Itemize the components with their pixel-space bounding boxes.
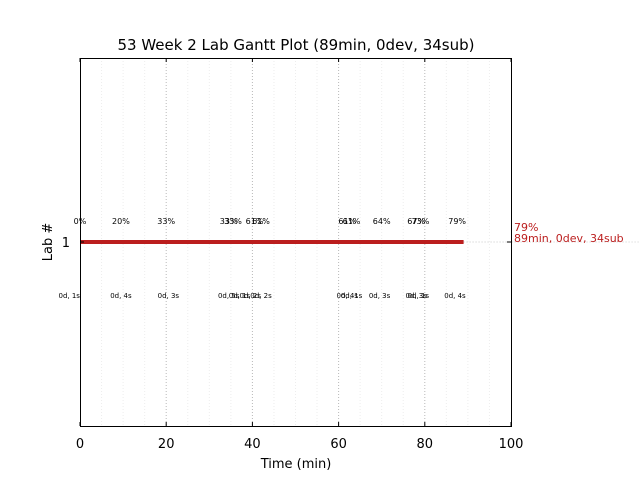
y-tick-label: 1: [62, 236, 70, 251]
chart-title: 53 Week 2 Lab Gantt Plot (89min, 0dev, 3…: [117, 36, 474, 54]
duration-annotation: 0d, 4s: [110, 292, 132, 300]
percent-annotation: 33%: [220, 217, 238, 226]
percent-annotation: 67%: [407, 217, 425, 226]
gantt-bar-lab-1: [80, 240, 464, 244]
duration-annotation: 0d, 3s: [158, 292, 180, 300]
x-tick-label: 60: [330, 437, 347, 452]
duration-annotation: 0d, 1s: [341, 292, 363, 300]
bar-layer: 79%89min, 0dev, 34sub: [80, 221, 640, 245]
x-tick-label: 80: [417, 437, 434, 452]
duration-annotation: 0d, 3s: [369, 292, 391, 300]
x-tick-label: 40: [244, 437, 261, 452]
percent-annotation: 61%: [252, 217, 270, 226]
percent-annotation: 33%: [157, 217, 175, 226]
x-axis-label: Time (min): [260, 457, 332, 472]
percent-annotation: 33%: [224, 217, 242, 226]
percent-annotation: 64%: [373, 217, 391, 226]
percent-annotation: 61%: [338, 217, 356, 226]
percent-annotation: 73%: [412, 217, 430, 226]
duration-annotation: 0d, 1s: [408, 292, 430, 300]
bar-end-summary-label: 89min, 0dev, 34sub: [514, 232, 624, 245]
duration-annotation: 0d, 2s: [240, 292, 262, 300]
bar-end-percent-label: 79%: [514, 221, 538, 234]
x-tick-label: 0: [76, 437, 84, 452]
duration-annotation: 0d, 1s: [58, 292, 80, 300]
percent-annotation: 61%: [246, 217, 264, 226]
duration-annotation: 0d, 2s: [250, 292, 272, 300]
annotation-layer: 0% 20% 33% 33%33% 61%61% 61%61% 64% 67%73% 79%0d…: [58, 217, 466, 300]
percent-annotation: 79%: [448, 217, 466, 226]
percent-annotation: 20%: [112, 217, 130, 226]
duration-annotation: 0d, 5s: [218, 292, 240, 300]
duration-annotation: 0d, 4s: [444, 292, 466, 300]
duration-annotation: 0d, 1s: [229, 292, 251, 300]
axis-layer: 0 20 40 60 80 100 1: [62, 58, 524, 452]
percent-annotation: 61%: [343, 217, 361, 226]
x-tick-label: 100: [499, 437, 524, 452]
duration-annotation: 0d, 4s: [336, 292, 358, 300]
y-axis-label: Lab #: [41, 223, 56, 262]
duration-annotation: 0d, 3s: [405, 292, 427, 300]
x-tick-label: 20: [158, 437, 175, 452]
